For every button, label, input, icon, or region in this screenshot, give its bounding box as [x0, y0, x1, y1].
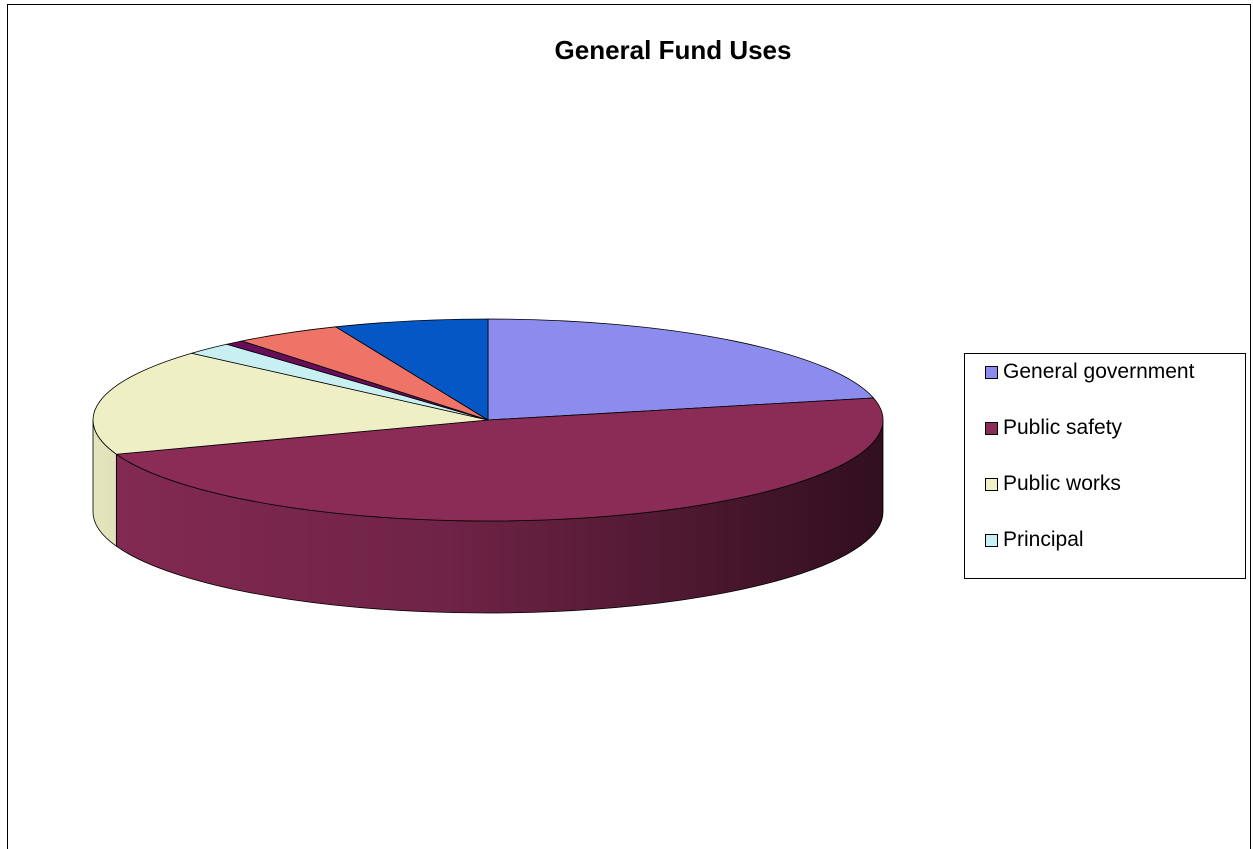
chart-legend: General government Public safety Public wo… — [964, 353, 1246, 579]
legend-label: General government — [1003, 360, 1195, 383]
legend-swatch — [985, 365, 998, 379]
legend-item-public-works: Public works — [985, 470, 1121, 498]
legend-label: Principal — [1003, 528, 1084, 551]
legend-item-public-safety: Public safety — [985, 414, 1122, 442]
pie-tops — [92, 318, 884, 522]
pie-sides — [92, 419, 884, 614]
legend-item-principal: Principal — [985, 526, 1084, 554]
legend-item-general-government: General government — [985, 358, 1194, 386]
legend-swatch — [985, 421, 998, 435]
pie-slice-0 — [487, 318, 875, 421]
legend-swatch — [985, 533, 998, 547]
legend-label: Public safety — [1003, 416, 1123, 439]
pie-slice-6 — [334, 318, 489, 421]
pie-slice-2 — [92, 352, 489, 455]
legend-label: Public works — [1003, 472, 1121, 495]
pie-slice-1 — [115, 397, 884, 522]
chart-title: General Fund Uses — [554, 35, 792, 65]
legend-swatch — [985, 477, 998, 491]
